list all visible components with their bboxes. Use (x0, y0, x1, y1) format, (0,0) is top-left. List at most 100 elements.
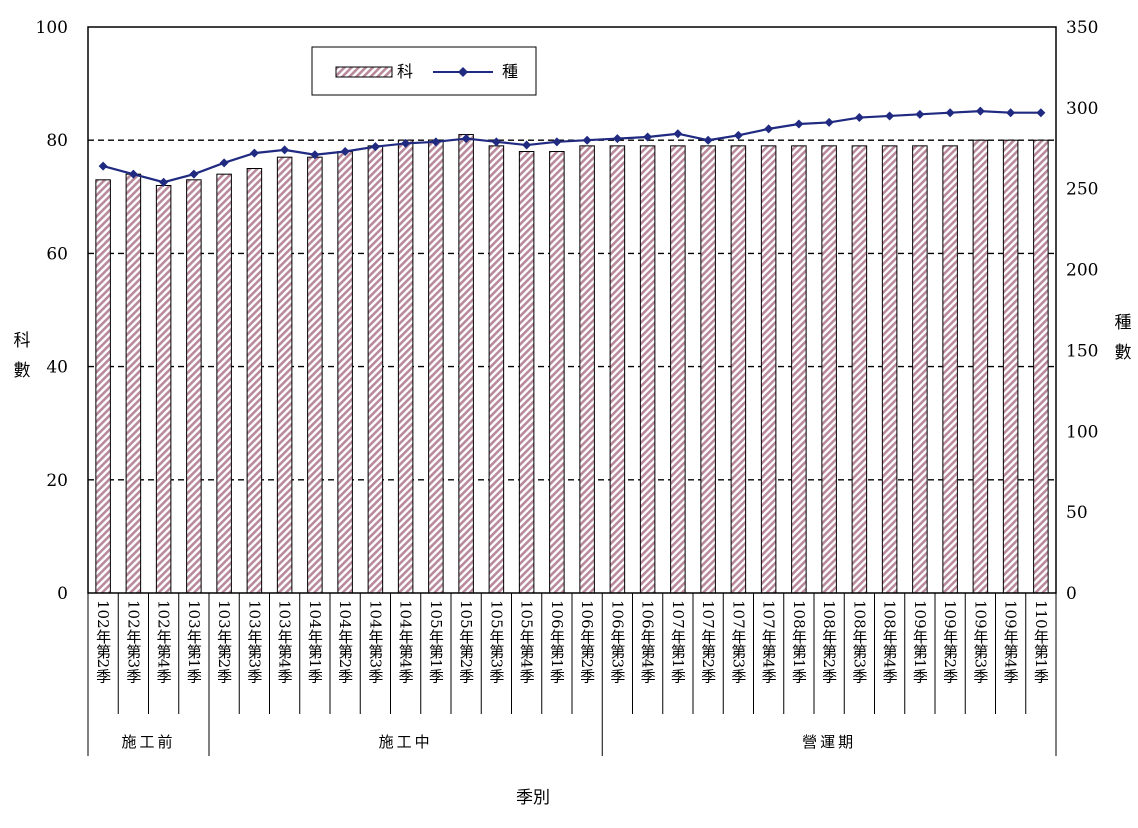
bar (186, 179, 202, 594)
line-point (280, 145, 290, 155)
legend-swatch-bar (335, 66, 393, 78)
category-label: 102年第3季 (124, 600, 142, 684)
line-point (733, 130, 743, 140)
line-point (431, 137, 441, 147)
bar (95, 179, 111, 594)
left-axis-title: 科數 (14, 331, 31, 381)
right-tick-label: 100 (1066, 422, 1098, 442)
category-label: 105年第1季 (427, 600, 445, 684)
bar (518, 151, 535, 594)
left-tick-label: 80 (46, 131, 68, 151)
category-label: 107年第3季 (729, 600, 747, 684)
bar (851, 145, 868, 594)
line-point (824, 117, 834, 127)
line-point (461, 134, 471, 144)
bar (760, 145, 777, 594)
bar (307, 156, 323, 594)
line-point (522, 140, 532, 150)
line-point (1036, 108, 1046, 118)
right-axis: 0 50 100 150 200 250 300 350 (1066, 18, 1098, 604)
bar (700, 145, 716, 594)
line-point (673, 129, 683, 139)
category-label: 108年第4季 (881, 600, 899, 684)
category-label: 103年第4季 (276, 600, 294, 684)
category-label: 104年第3季 (366, 600, 384, 684)
left-tick-label: 100 (36, 18, 68, 38)
category-label: 108年第1季 (790, 600, 808, 684)
line-point (854, 113, 864, 123)
right-tick-label: 50 (1066, 503, 1088, 523)
bar (670, 145, 686, 594)
bar (428, 139, 444, 594)
category-label: 106年第1季 (548, 600, 566, 684)
bar (1002, 139, 1019, 594)
line-point (764, 124, 774, 134)
bar (125, 173, 142, 594)
category-label: 103年第3季 (245, 600, 263, 684)
group-label: 施工前 (121, 733, 175, 751)
right-axis-title: 種數 (1115, 313, 1132, 363)
line-point (945, 108, 955, 118)
category-label: 108年第3季 (850, 600, 868, 684)
legend-label-bar: 科 (397, 62, 413, 81)
legend: 科 種 (311, 46, 537, 96)
line-point (340, 147, 350, 157)
left-tick-label: 60 (46, 244, 68, 264)
line-point (915, 109, 925, 119)
right-tick-label: 200 (1066, 261, 1098, 281)
line-point (643, 132, 653, 142)
line-point (612, 134, 622, 144)
series-line (102, 109, 1041, 184)
bar (821, 145, 837, 594)
category-label: 105年第4季 (518, 600, 536, 684)
left-axis: 0 20 40 60 80 100 (36, 18, 68, 604)
category-label: 105年第2季 (457, 600, 475, 684)
line-point (128, 169, 138, 179)
line-point (1006, 108, 1016, 118)
category-label: 102年第4季 (155, 600, 173, 684)
category-label: 109年第1季 (911, 600, 929, 684)
category-label: 109年第3季 (971, 600, 989, 684)
left-tick-label: 20 (46, 471, 68, 491)
bar (881, 145, 898, 594)
category-axis: 102年第2季 102年第3季 102年第4季 103年第1季 103年第2季 103年第… (87, 593, 1057, 714)
bar (155, 184, 172, 594)
line-point (370, 142, 380, 152)
category-label: 107年第2季 (699, 600, 717, 684)
category-label: 109年第4季 (1002, 600, 1020, 684)
category-label: 107年第4季 (760, 600, 778, 684)
line-point (975, 106, 985, 116)
line-point (885, 111, 895, 121)
category-label: 106年第2季 (578, 600, 596, 684)
bar (942, 145, 958, 594)
bar (367, 145, 384, 594)
left-tick-label: 40 (46, 358, 68, 378)
bar (276, 156, 293, 594)
category-label: 102年第2季 (94, 600, 112, 684)
bar (488, 145, 505, 594)
bar (397, 139, 414, 594)
line-point (491, 137, 501, 147)
category-label: 105年第3季 (487, 600, 505, 684)
category-label: 106年第4季 (639, 600, 657, 684)
bar (639, 145, 656, 594)
line-point (159, 177, 169, 187)
line-point (703, 135, 713, 145)
right-tick-label: 0 (1066, 584, 1077, 604)
bar (972, 139, 989, 594)
line-point (310, 150, 320, 160)
right-tick-label: 350 (1066, 18, 1098, 38)
x-axis-title: 季別 (516, 788, 550, 808)
bar (458, 134, 474, 594)
grid-lines (88, 139, 1056, 481)
line-point (249, 148, 259, 158)
category-label: 108年第2季 (820, 600, 838, 684)
bar (730, 145, 747, 594)
line-point (219, 158, 229, 168)
line-point (552, 137, 562, 147)
category-label: 103年第1季 (185, 600, 203, 684)
bar-series (95, 134, 1049, 594)
bar (609, 145, 626, 594)
bar (791, 145, 807, 594)
